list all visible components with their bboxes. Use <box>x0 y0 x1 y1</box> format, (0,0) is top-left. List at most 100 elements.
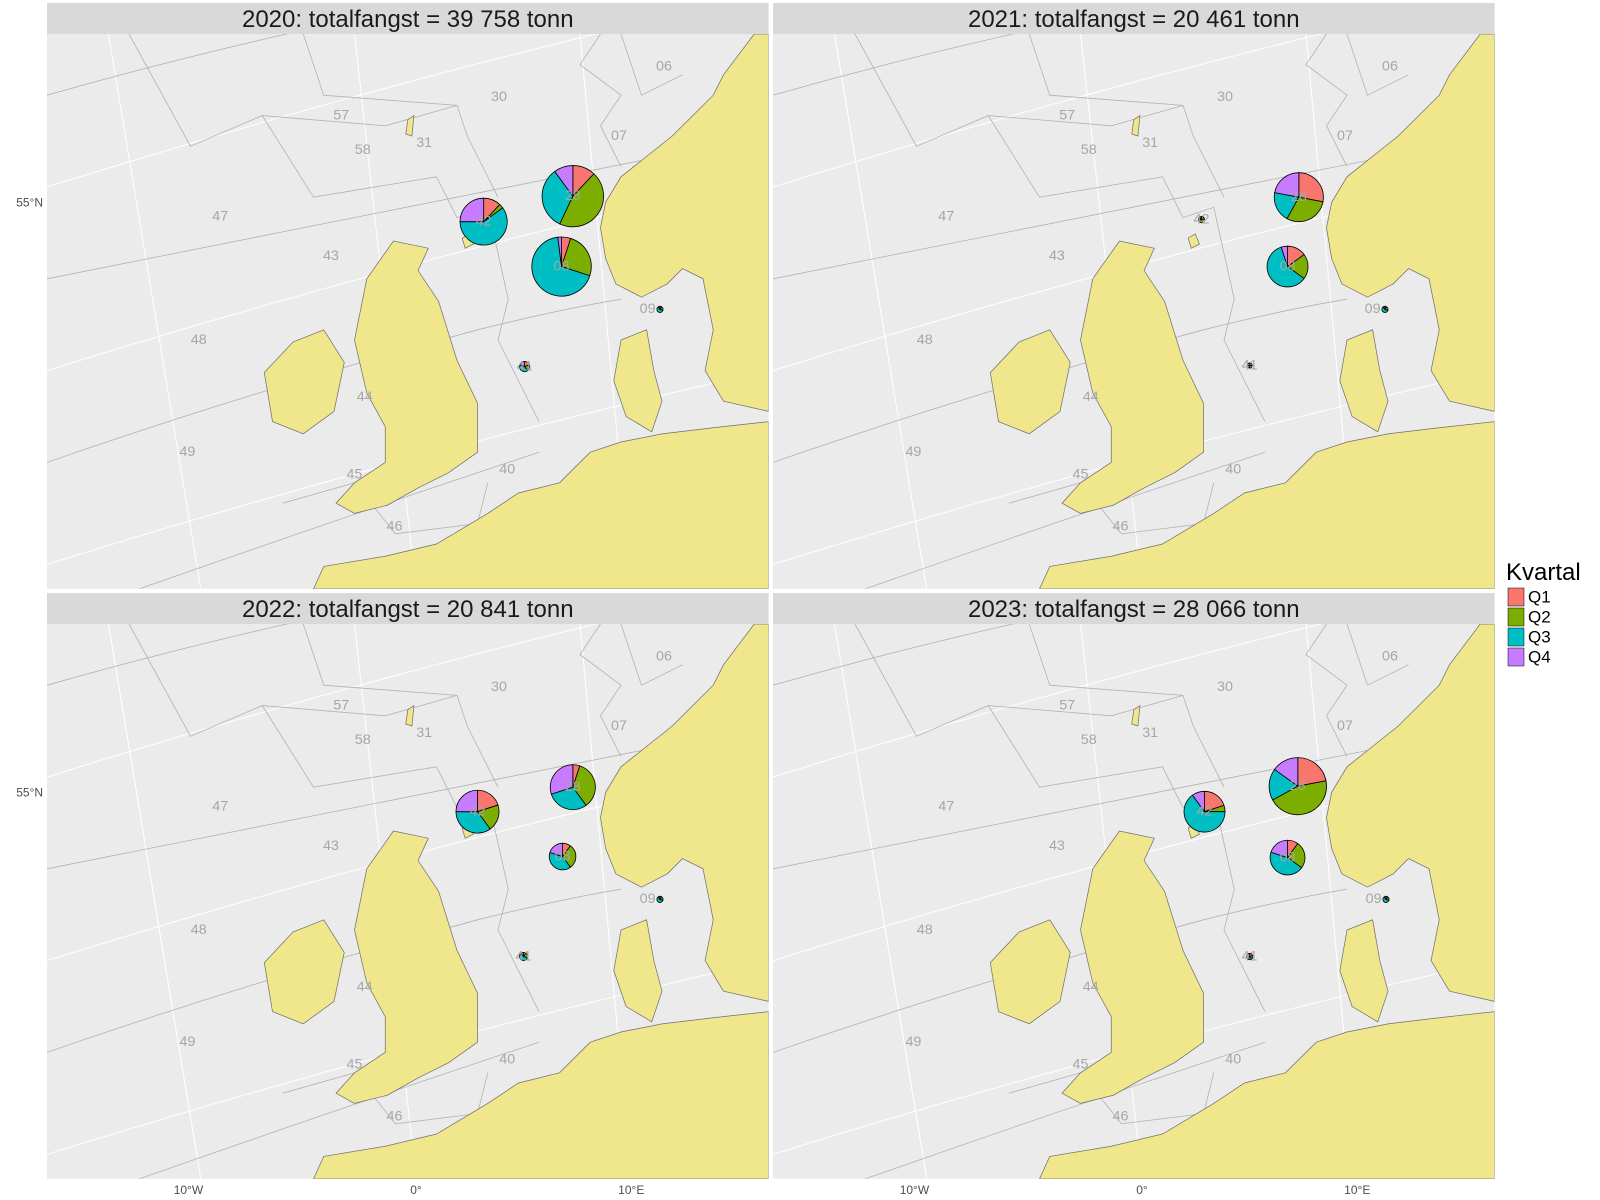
map-clip: 06 30 57 07 58 31 47 43 48 44 49 45 40 46 42 28 08 41 09 <box>47 624 769 1179</box>
pie-slice <box>1286 196 1324 223</box>
area-label: 06 <box>656 648 672 664</box>
pie: 41 <box>516 948 532 964</box>
pie-slice <box>1274 757 1299 787</box>
pie-area-label: 28 <box>565 779 581 795</box>
area-label: 43 <box>1049 248 1065 264</box>
panel-title: 2022: totalfangst = 20 841 tonn <box>242 596 574 623</box>
area-label: 46 <box>1113 1108 1129 1124</box>
pie-slice <box>459 207 508 246</box>
pie-slice <box>1191 790 1205 813</box>
pie: 42 <box>1183 790 1226 833</box>
pie-slice <box>657 305 661 311</box>
area-label: 43 <box>323 838 339 854</box>
area-label: 58 <box>355 142 371 158</box>
area-label: 06 <box>1382 648 1398 664</box>
pie-slice <box>455 789 478 813</box>
legend-label: Q1 <box>1528 587 1551 606</box>
area-label: 57 <box>1059 107 1075 123</box>
area-label: 57 <box>333 107 349 123</box>
pie-area-label: 08 <box>1280 849 1296 865</box>
area-label: 48 <box>917 922 933 938</box>
y-axis-label: 55°N <box>16 195 43 209</box>
area-label: 45 <box>347 466 363 482</box>
pie-slice <box>1274 172 1300 198</box>
pie: 08 <box>548 842 577 871</box>
area-label: 58 <box>1081 732 1097 748</box>
y-axis-label: 55°N <box>16 785 43 799</box>
pie-slice <box>561 237 592 277</box>
pie-slice <box>1383 895 1387 901</box>
panel: 2023: totalfangst = 28 066 tonn 06 30 57 07 5… <box>773 593 1495 1197</box>
area-label: 44 <box>1083 979 1099 995</box>
pie-slice <box>455 811 491 834</box>
map: 06 30 57 07 58 31 47 43 48 44 49 45 40 46 42 28 08 41 09 <box>773 34 1495 589</box>
pie-slice <box>1270 839 1288 859</box>
x-axis-label: 10°E <box>618 1183 644 1197</box>
area-label: 58 <box>1081 142 1097 158</box>
area-label: 45 <box>1073 1056 1089 1072</box>
area-label: 49 <box>905 1034 921 1050</box>
x-axis-label: 10°W <box>900 1183 930 1197</box>
area-label: 30 <box>1217 89 1233 105</box>
pie-area-label: 41 <box>1242 948 1258 964</box>
pie: 08 <box>1269 839 1306 876</box>
pie-area-label: 42 <box>1197 803 1213 819</box>
panel-strip <box>47 593 769 624</box>
pie: 28 <box>549 764 596 811</box>
panel: 2020: totalfangst = 39 758 tonn 06 30 57 07 5… <box>16 3 769 589</box>
area-label: 44 <box>357 389 373 405</box>
area-label: 45 <box>347 1056 363 1072</box>
pie-area-label: 41 <box>517 358 533 374</box>
area-label: 48 <box>191 332 207 348</box>
area-label: 46 <box>387 1108 403 1124</box>
pie: 28 <box>541 165 604 228</box>
pie-area-label: 28 <box>565 188 581 204</box>
area-label: 40 <box>499 1051 515 1067</box>
pie-slice <box>549 764 574 795</box>
pie-area-label: 09 <box>1365 301 1381 317</box>
area-label: 06 <box>1382 58 1398 74</box>
pie-slice <box>549 842 563 858</box>
pie-area-label: 42 <box>1193 211 1209 227</box>
pie-area-label: 09 <box>640 301 656 317</box>
pie-slice <box>541 170 574 225</box>
area-label: 07 <box>1337 718 1353 734</box>
pie-slice <box>1280 245 1288 267</box>
area-label: 48 <box>191 922 207 938</box>
pie-area-label: 41 <box>1242 357 1258 373</box>
legend-key <box>1507 627 1525 647</box>
pie: 09 <box>640 301 664 317</box>
pie-slice <box>548 851 571 871</box>
pie: 08 <box>531 236 592 297</box>
area-label: 40 <box>499 461 515 477</box>
legend-label: Q2 <box>1528 607 1551 626</box>
map-clip: 06 30 57 07 58 31 47 43 48 44 49 45 40 46 42 28 08 41 09 <box>773 34 1495 589</box>
pie-slice <box>554 165 574 198</box>
pie-slice <box>1246 362 1251 366</box>
panel-strip <box>47 3 769 34</box>
pie: 08 <box>1266 245 1309 288</box>
pie-slice <box>559 173 604 228</box>
area-label: 46 <box>387 518 403 534</box>
panels: 2020: totalfangst = 39 758 tonn 06 30 57 07 5… <box>16 3 1495 1197</box>
panel-title: 2023: totalfangst = 28 066 tonn <box>968 596 1300 623</box>
pie: 41 <box>1242 357 1258 373</box>
map: 06 30 57 07 58 31 47 43 48 44 49 45 40 46 42 28 08 41 09 <box>773 624 1495 1179</box>
pie-slice <box>1382 305 1386 311</box>
panel: 2022: totalfangst = 20 841 tonn 06 30 57 07 5… <box>16 593 769 1197</box>
pie: 41 <box>1242 948 1258 964</box>
pie-area-label: 28 <box>1291 189 1307 205</box>
area-label: 40 <box>1225 1051 1241 1067</box>
x-axis-label: 0° <box>410 1183 422 1197</box>
panel-strip <box>773 3 1495 34</box>
area-label: 44 <box>357 979 373 995</box>
area-label: 49 <box>179 444 195 460</box>
panel-strip <box>773 593 1495 624</box>
pie-area-label: 28 <box>1290 778 1306 794</box>
x-axis-label: 10°E <box>1344 1183 1370 1197</box>
pie-area-label: 09 <box>1366 891 1382 907</box>
pie-slice <box>1269 851 1303 876</box>
legend-key <box>1507 647 1525 667</box>
pie-area-label: 08 <box>1280 258 1296 274</box>
